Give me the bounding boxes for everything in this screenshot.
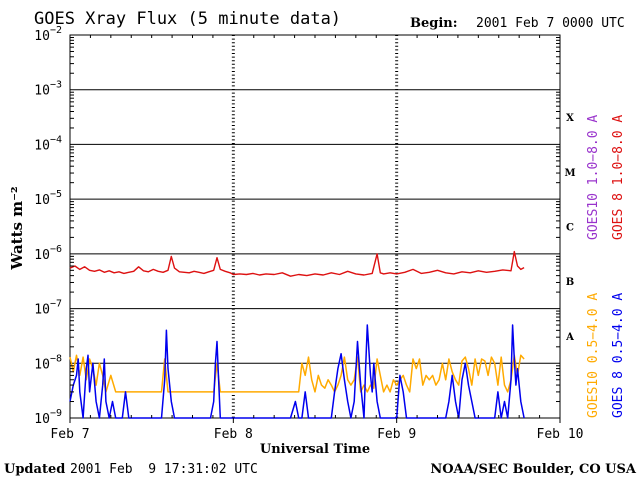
y-tick-label: 10−6 — [34, 244, 62, 263]
y-tick-label: 10−9 — [34, 408, 62, 427]
legend-goes10-long: GOES10 1.0−8.0 A — [586, 115, 601, 240]
y-tick-label: 10−2 — [34, 25, 62, 44]
begin-label: Begin: — [410, 16, 458, 31]
plot-frame — [69, 34, 561, 419]
y-tick-label: 10−4 — [34, 134, 62, 153]
y-tick-label: 10−3 — [34, 80, 62, 99]
series-line-1 — [69, 354, 525, 393]
x-tick-label: Feb 7 — [50, 427, 89, 442]
x-tick-label: Feb 10 — [537, 427, 584, 442]
updated-label: Updated — [4, 462, 65, 477]
x-tick-label: Feb 8 — [214, 427, 253, 442]
flare-class-m: M — [564, 168, 575, 179]
legend-goes10-short: GOES10 0.5−4.0 A — [586, 293, 601, 418]
credit-text: NOAA/SEC Boulder, CO USA — [430, 462, 637, 477]
x-axis-label: Universal Time — [260, 442, 370, 457]
begin-value: 2001 Feb 7 0000 UTC — [476, 16, 625, 31]
flare-class-a: A — [565, 332, 574, 343]
legend-goes8-long: GOES 8 1.0−8.0 A — [611, 115, 626, 240]
series-line-2 — [69, 324, 525, 419]
updated-value: 2001 Feb 9 17:31:02 UTC — [70, 462, 258, 477]
y-tick-label: 10−5 — [34, 189, 62, 208]
y-tick-label: 10−8 — [34, 353, 62, 372]
flare-class-b: B — [566, 277, 574, 288]
grid-layer — [70, 35, 560, 418]
flare-class-x: X — [566, 113, 574, 124]
x-tick-label: Feb 9 — [377, 427, 416, 442]
flare-class-c: C — [566, 223, 574, 234]
y-tick-label: 10−7 — [34, 299, 62, 318]
y-axis-label: Watts m⁻² — [8, 186, 26, 270]
series-line-0 — [69, 250, 525, 277]
legend-goes8-short: GOES 8 0.5−4.0 A — [611, 293, 626, 418]
chart-title: GOES Xray Flux (5 minute data) — [34, 9, 341, 29]
series-layer — [69, 250, 525, 419]
